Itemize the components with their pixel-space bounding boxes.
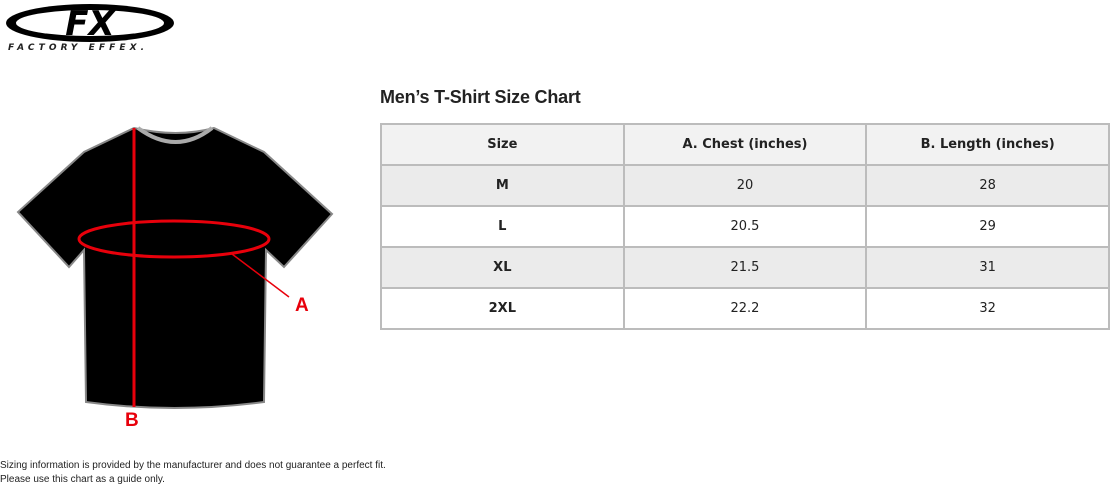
size-table: Size A. Chest (inches) B. Length (inches…	[380, 123, 1110, 330]
chest-cell: 22.2	[622, 287, 868, 330]
header-length: B. Length (inches)	[865, 123, 1110, 166]
table-row: M 20 28	[380, 164, 1110, 207]
table-row: L 20.5 29	[380, 205, 1110, 248]
disclaimer: Sizing information is provided by the ma…	[0, 459, 386, 487]
size-cell: M	[380, 164, 625, 207]
chest-cell: 21.5	[622, 246, 868, 289]
page-title: Men’s T-Shirt Size Chart	[380, 87, 581, 107]
chest-cell: 20	[622, 164, 868, 207]
header-size: Size	[380, 123, 625, 166]
chest-measure-line	[77, 219, 271, 259]
table-row: XL 21.5 31	[380, 246, 1110, 289]
table-header: Size A. Chest (inches) B. Length (inches…	[380, 123, 1110, 166]
tshirt-shape	[16, 126, 334, 409]
brand-name: FACTORY EFFEX.	[8, 43, 149, 53]
length-cell: 28	[865, 164, 1110, 207]
table-row: 2XL 22.2 32	[380, 287, 1110, 330]
collar	[136, 126, 214, 144]
label-a: A	[295, 295, 309, 316]
header-chest: A. Chest (inches)	[622, 123, 868, 166]
chest-cell: 20.5	[622, 205, 868, 248]
length-cell: 29	[865, 205, 1110, 248]
tshirt-diagram: A B	[16, 126, 334, 431]
disclaimer-line: Please use this chart as a guide only.	[0, 474, 165, 485]
brand-logo: FX	[6, 4, 174, 44]
disclaimer-line: Sizing information is provided by the ma…	[0, 460, 386, 471]
length-cell: 31	[865, 246, 1110, 289]
svg-text:FX: FX	[65, 4, 116, 44]
size-cell: L	[380, 205, 625, 248]
length-cell: 32	[865, 287, 1110, 330]
label-b: B	[125, 410, 139, 431]
size-cell: 2XL	[380, 287, 625, 330]
size-cell: XL	[380, 246, 625, 289]
